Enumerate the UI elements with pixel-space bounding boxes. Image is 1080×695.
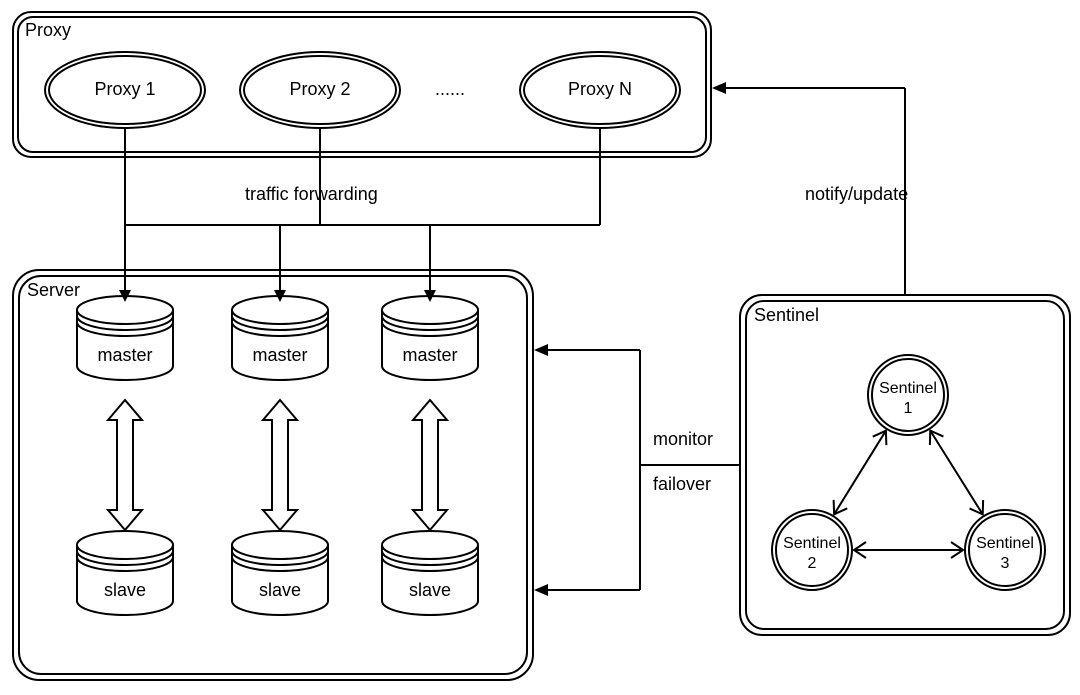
m3-label: master	[402, 345, 457, 365]
master-slave-arrow-3	[413, 400, 447, 530]
server-group-title: Server	[27, 280, 80, 300]
proxy2-label: Proxy 2	[289, 79, 350, 99]
proxyN-label: Proxy N	[568, 79, 632, 99]
s1-top	[77, 531, 173, 559]
sentinel-edge	[834, 431, 886, 515]
failover-label: failover	[653, 474, 711, 494]
sentinel-group-title: Sentinel	[754, 305, 819, 325]
sen3-label2: 3	[1001, 555, 1010, 572]
sen1-label1: Sentinel	[879, 380, 937, 397]
m1-label: master	[97, 345, 152, 365]
notify-update-label: notify/update	[805, 184, 908, 204]
s2-top	[232, 531, 328, 559]
proxy1-label: Proxy 1	[94, 79, 155, 99]
traffic-forwarding-label: traffic forwarding	[245, 184, 378, 204]
s3-top	[382, 531, 478, 559]
sen1-label2: 1	[904, 400, 913, 417]
proxy-group-title: Proxy	[25, 20, 71, 40]
sentinel-edge	[930, 431, 982, 515]
sen3-label1: Sentinel	[976, 535, 1034, 552]
master-slave-arrow-1	[108, 400, 142, 530]
s1-label: slave	[104, 580, 146, 600]
master-slave-arrow-2	[263, 400, 297, 530]
sen2-label2: 2	[808, 555, 817, 572]
proxy-ellipsis: ......	[435, 79, 465, 99]
monitor-label: monitor	[653, 429, 713, 449]
sen2-label1: Sentinel	[783, 535, 841, 552]
m2-label: master	[252, 345, 307, 365]
s2-label: slave	[259, 580, 301, 600]
s3-label: slave	[409, 580, 451, 600]
